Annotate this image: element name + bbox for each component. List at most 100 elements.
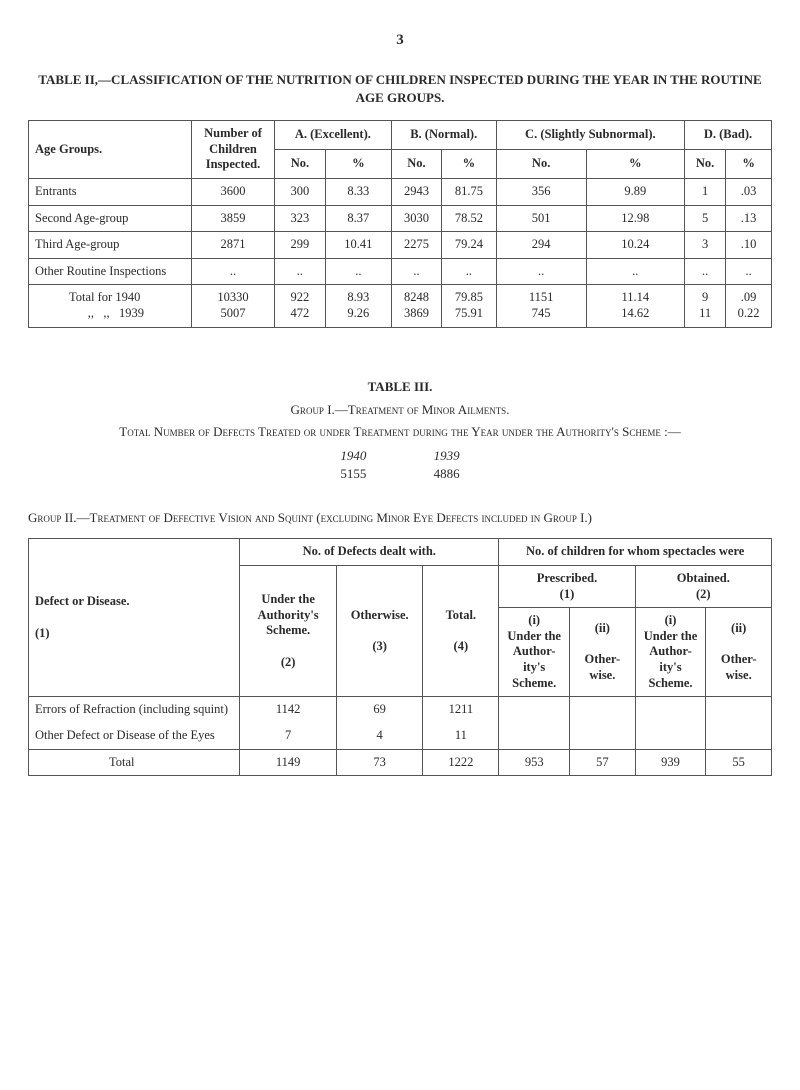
t3-row-c4: 1211 — [423, 697, 499, 723]
table-cell: .. — [325, 258, 391, 285]
t2-total-C-no: 1151 745 — [496, 285, 586, 327]
table2: Age Groups. Number of Children Inspected… — [28, 120, 772, 328]
th-A: A. (Excellent). — [275, 121, 392, 150]
table-cell: Other Routine Inspections — [29, 258, 192, 285]
th-B-pct: % — [442, 150, 497, 179]
th-otherwise: Otherwise. (3) — [337, 565, 423, 696]
th-A-no: No. — [275, 150, 326, 179]
table-cell: 323 — [275, 205, 326, 232]
th-B: B. (Normal). — [391, 121, 496, 150]
table-cell: 2943 — [391, 178, 441, 205]
table-cell: 3 — [685, 232, 726, 259]
table-cell: 1 — [685, 178, 726, 205]
table-cell: 356 — [496, 178, 586, 205]
table-cell: 2871 — [192, 232, 275, 259]
group2-line: Group II.—Treatment of Defective Vision … — [28, 510, 772, 526]
t3-total-pii: 57 — [570, 749, 636, 776]
t3-total-oii: 55 — [706, 749, 772, 776]
table-cell: .. — [442, 258, 497, 285]
table-cell: 3030 — [391, 205, 441, 232]
table-cell: .. — [685, 258, 726, 285]
t3-row-oii — [706, 697, 772, 749]
table-cell: 78.52 — [442, 205, 497, 232]
t3-row-oi — [635, 697, 706, 749]
t3-total-pi: 953 — [499, 749, 570, 776]
t2-total-B-pct: 79.85 75.91 — [442, 285, 497, 327]
total-line: Total Number of Defects Treated or under… — [28, 423, 772, 442]
t3-total-c4: 1222 — [423, 749, 499, 776]
t2-total-B-no: 8248 3869 — [391, 285, 441, 327]
t3-row-c4: 11 — [423, 723, 499, 749]
table3: Defect or Disease. (1) No. of Defects de… — [28, 538, 772, 776]
th-p-i: (i) Under the Author-ity's Scheme. — [499, 608, 570, 697]
vals-row: 5155 4886 — [28, 466, 772, 482]
table-cell: 3859 — [192, 205, 275, 232]
th-C: C. (Slightly Subnormal). — [496, 121, 684, 150]
th-D-no: No. — [685, 150, 726, 179]
th-number: Number of Children Inspected. — [192, 121, 275, 179]
t2-total-D-pct: .09 0.22 — [726, 285, 772, 327]
table-cell: 10.41 — [325, 232, 391, 259]
th-D: D. (Bad). — [685, 121, 772, 150]
t2-total-C-pct: 11.14 14.62 — [586, 285, 684, 327]
t2-total-n: 10330 5007 — [192, 285, 275, 327]
table-cell: Second Age-group — [29, 205, 192, 232]
table-cell: 9.89 — [586, 178, 684, 205]
table-cell: 10.24 — [586, 232, 684, 259]
th-age-groups: Age Groups. — [29, 121, 192, 179]
year-1939: 1939 — [402, 448, 492, 464]
t2-total-label: Total for 1940 ,, ,, 1939 — [29, 285, 192, 327]
table-cell: 294 — [496, 232, 586, 259]
th-obtained: Obtained. (2) — [635, 565, 771, 607]
table-cell: 81.75 — [442, 178, 497, 205]
table3-heading: TABLE III. — [368, 379, 433, 394]
th-o-ii: (ii) Other-wise. — [706, 608, 772, 697]
th-D-pct: % — [726, 150, 772, 179]
table-cell: 8.33 — [325, 178, 391, 205]
th-under: Under the Authority's Scheme. (2) — [240, 565, 337, 696]
table-cell: 2275 — [391, 232, 441, 259]
t2-total-D-no: 9 11 — [685, 285, 726, 327]
th-total: Total. (4) — [423, 565, 499, 696]
th-C-no: No. — [496, 150, 586, 179]
val-1939: 4886 — [402, 466, 492, 482]
table-cell: .13 — [726, 205, 772, 232]
t3-row-c3: 4 — [337, 723, 423, 749]
th-B-no: No. — [391, 150, 441, 179]
table-cell: 299 — [275, 232, 326, 259]
t3-row-c2: 7 — [240, 723, 337, 749]
t3-row-label: Errors of Refraction (including squint) — [29, 697, 240, 723]
t3-row-pii — [570, 697, 636, 749]
t3-row-c2: 1142 — [240, 697, 337, 723]
table-cell: .03 — [726, 178, 772, 205]
table-cell: .10 — [726, 232, 772, 259]
table-cell: .. — [496, 258, 586, 285]
th-children: No. of children for whom spectacles were — [499, 539, 772, 566]
table-cell: 501 — [496, 205, 586, 232]
th-prescribed: Prescribed. (1) — [499, 565, 635, 607]
table-cell: 3600 — [192, 178, 275, 205]
table-cell: 8.37 — [325, 205, 391, 232]
table-cell: Entrants — [29, 178, 192, 205]
table-cell: .. — [586, 258, 684, 285]
t3-row-pi — [499, 697, 570, 749]
t3-total-label: Total — [29, 749, 240, 776]
t3-row-label: Other Defect or Disease of the Eyes — [29, 723, 240, 749]
th-p-ii: (ii) Other-wise. — [570, 608, 636, 697]
t3-total-c2: 1149 — [240, 749, 337, 776]
t2-total-A-pct: 8.93 9.26 — [325, 285, 391, 327]
table-cell: 12.98 — [586, 205, 684, 232]
t2-total-A-no: 922 472 — [275, 285, 326, 327]
t3-row-c3: 69 — [337, 697, 423, 723]
val-1940: 5155 — [308, 466, 398, 482]
table-cell: 300 — [275, 178, 326, 205]
table-cell: .. — [726, 258, 772, 285]
table-cell: .. — [391, 258, 441, 285]
years-row: 1940 1939 — [28, 448, 772, 464]
th-A-pct: % — [325, 150, 391, 179]
table-cell: 79.24 — [442, 232, 497, 259]
th-defect: Defect or Disease. (1) — [29, 539, 240, 697]
th-o-i: (i) Under the Author-ity's Scheme. — [635, 608, 706, 697]
table-cell: 5 — [685, 205, 726, 232]
table-cell: .. — [275, 258, 326, 285]
